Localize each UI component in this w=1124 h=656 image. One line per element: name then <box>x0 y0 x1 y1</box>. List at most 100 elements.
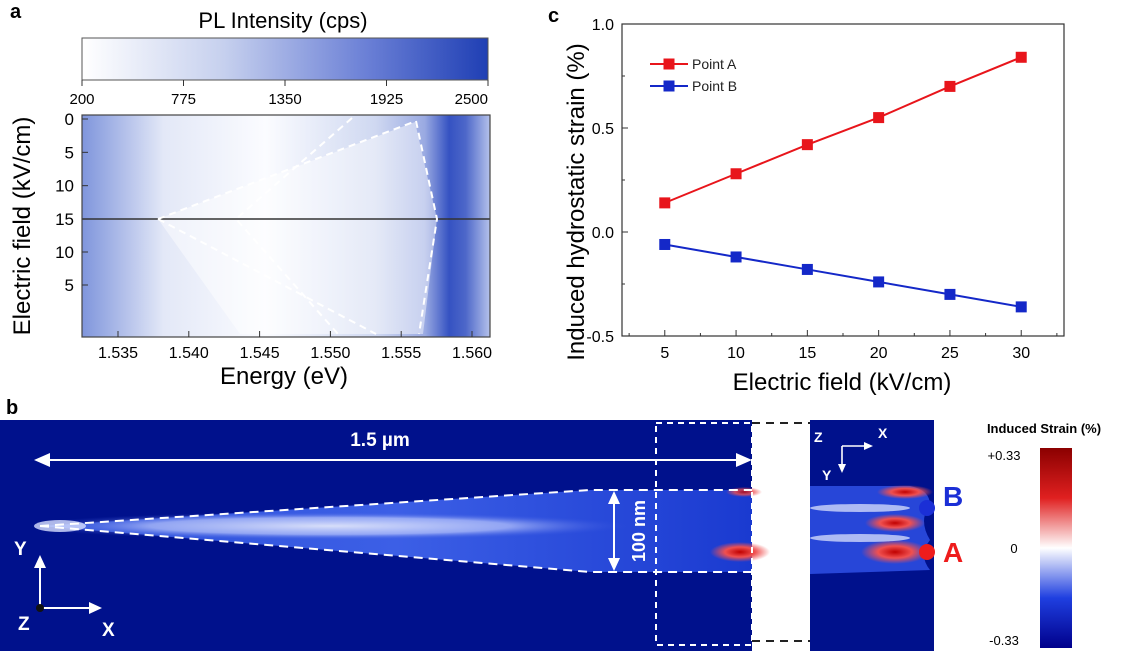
pl-colorbar-tick-label: 1350 <box>268 91 301 108</box>
data-point-point-b <box>873 276 885 288</box>
data-point-point-b <box>659 238 671 250</box>
left-axis-y-label: Y <box>14 539 27 560</box>
pl-ytick-label: 0 <box>65 110 74 129</box>
legend-label: Point A <box>692 56 737 72</box>
pl-dashed-left-lower <box>157 218 377 335</box>
left-axis-x-label: X <box>102 620 115 641</box>
pl-dashed-inner <box>234 117 353 335</box>
chart-xtick-label: 10 <box>727 345 745 362</box>
pl-map-frame <box>81 114 491 338</box>
zoom-white-band-2 <box>810 534 910 542</box>
point-a-marker <box>919 544 935 560</box>
panel-c-letter: c <box>548 5 559 27</box>
pl-colorbar-ticks: 200 775 1350 1925 2500 <box>69 80 489 108</box>
chart-ytick-label: 0.0 <box>592 225 614 242</box>
strain-hotspot-left <box>710 542 770 562</box>
panel-b-letter: b <box>6 397 18 419</box>
data-point-point-b <box>801 263 813 275</box>
zoom-hotspot-top <box>877 485 933 499</box>
right-axes-triad <box>838 442 873 473</box>
width-label: 100 nm <box>629 500 649 562</box>
width-arrowhead-top <box>608 491 620 504</box>
strain-colorbar-min: -0.33 <box>989 633 1019 648</box>
left-axes-origin <box>36 604 44 612</box>
pl-colorbar-tick-label: 775 <box>171 91 196 108</box>
series-line-point-a <box>664 56 1022 204</box>
chart-ytick-label: 1.0 <box>592 17 614 34</box>
width-arrowhead-bottom <box>608 558 620 571</box>
right-axis-y-label: Y <box>822 467 832 483</box>
data-point-point-a <box>659 197 671 209</box>
chart-axes: 5 10 15 20 25 30 -0.5 0.0 0.5 1.0 <box>586 17 1058 362</box>
pl-xtick-label: 1.545 <box>240 345 280 362</box>
pl-colorbar-tick-label: 1925 <box>370 91 403 108</box>
chart-ytick-label: -0.5 <box>586 329 614 346</box>
chart-xlabel: Electric field (kV/cm) <box>733 369 952 396</box>
nanowire-outline-bottom <box>39 525 752 573</box>
zoom-hotspot-mid <box>865 514 925 532</box>
nanowire-core-glow <box>30 512 630 540</box>
pl-colorbar-tick-label: 2500 <box>455 91 488 108</box>
chart-xtick-label: 5 <box>660 345 669 362</box>
data-point-point-a <box>1015 51 1027 63</box>
data-point-point-a <box>873 112 885 124</box>
length-label: 1.5 µm <box>350 430 410 451</box>
legend-marker <box>663 58 675 70</box>
data-point-point-b <box>944 288 956 300</box>
nanowire-outline-top <box>39 489 752 527</box>
data-point-point-a <box>730 168 742 180</box>
data-point-point-a <box>801 139 813 151</box>
data-point-point-b <box>1015 301 1027 313</box>
pl-map-bright-wedge <box>158 122 437 334</box>
strain-colorbar-title: Induced Strain (%) <box>987 421 1101 436</box>
chart-xtick-label: 15 <box>798 345 816 362</box>
pl-xtick-label: 1.555 <box>381 345 421 362</box>
chart-xtick-label: 30 <box>1012 345 1030 362</box>
panel-a-letter: a <box>10 1 22 23</box>
pl-xtick-label: 1.560 <box>452 345 492 362</box>
pl-ylabel: Electric field (kV/cm) <box>9 117 36 336</box>
pl-ytick-label: 5 <box>65 276 74 295</box>
zoom-white-band-1 <box>810 504 910 512</box>
pl-ytick-label: 10 <box>55 243 74 262</box>
chart-series <box>659 51 1027 313</box>
pl-colorbar-tick-label: 200 <box>69 91 94 108</box>
right-axis-x-label: X <box>878 425 888 441</box>
strain-colorbar-max: +0.33 <box>988 448 1021 463</box>
left-axis-z-label: Z <box>18 614 30 635</box>
pl-colorbar <box>81 37 489 81</box>
chart-frame <box>621 23 1065 337</box>
pl-map-background <box>82 115 490 337</box>
pl-map <box>81 114 491 338</box>
left-axes-triad <box>34 555 102 614</box>
pl-xtick-label: 1.535 <box>98 345 138 362</box>
right-axis-z-label: Z <box>814 429 823 445</box>
point-b-marker <box>919 500 935 516</box>
pl-xtick-label: 1.540 <box>169 345 209 362</box>
pl-colorbar-title: PL Intensity (cps) <box>198 8 367 33</box>
length-arrowhead-right <box>736 453 752 467</box>
legend-label: Point B <box>692 78 737 94</box>
strain-colorbar <box>1040 448 1072 648</box>
strain-hotspot-left-top <box>726 487 762 497</box>
pl-dashed-outer <box>157 119 439 335</box>
data-point-point-a <box>944 80 956 92</box>
length-arrowhead-left <box>34 453 50 467</box>
legend-marker <box>663 80 675 92</box>
chart-ylabel: Induced hydrostatic strain (%) <box>563 43 590 360</box>
zoom-box <box>655 422 753 646</box>
panel-b: b 1.5 µm 100 nm Y Z X <box>0 397 1101 651</box>
panel-a: a PL Intensity (cps) 200 775 1350 1925 2500 … <box>9 1 492 390</box>
zoom-hotspot-bottom <box>861 540 929 564</box>
data-point-point-b <box>730 251 742 263</box>
chart-xtick-label: 20 <box>870 345 888 362</box>
pl-axes: 0 5 10 15 10 5 1.535 1.540 1.545 1.550 1.555 1.560 <box>55 110 492 362</box>
strain-colorbar-mid: 0 <box>1010 541 1017 556</box>
point-b-label: B <box>943 481 963 512</box>
pl-ytick-label: 5 <box>65 143 74 162</box>
pl-ytick-label: 15 <box>55 210 74 229</box>
pl-xlabel: Energy (eV) <box>220 363 348 390</box>
pl-ytick-label: 10 <box>55 177 74 196</box>
series-line-point-b <box>664 243 1022 308</box>
